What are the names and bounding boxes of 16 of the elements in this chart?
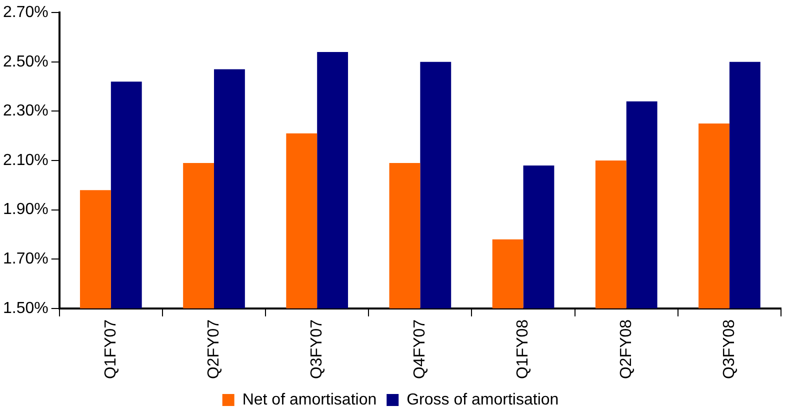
y-tick-label: 1.50% (2, 300, 48, 317)
y-tick-label: 2.30% (2, 102, 48, 120)
x-tick-label: Q3FY08 (720, 319, 738, 380)
x-tick-label: Q3FY07 (308, 319, 326, 380)
y-tick-label: 2.10% (2, 152, 48, 169)
legend-label: Net of amortisation (242, 391, 377, 408)
x-tick-label: Q2FY08 (618, 319, 635, 380)
y-tick-label: 1.70% (2, 250, 48, 268)
x-tick-label: Q1FY07 (102, 319, 120, 380)
y-tick-label: 1.90% (2, 201, 48, 218)
x-tick-label: Q1FY08 (514, 319, 532, 380)
y-tick-label: 2.50% (2, 53, 48, 70)
y-tick-label: 2.70% (2, 4, 48, 22)
x-tick-label: Q2FY07 (205, 319, 222, 380)
x-tick-label: Q4FY07 (412, 319, 429, 380)
legend-label: Gross of amortisation (406, 391, 559, 408)
